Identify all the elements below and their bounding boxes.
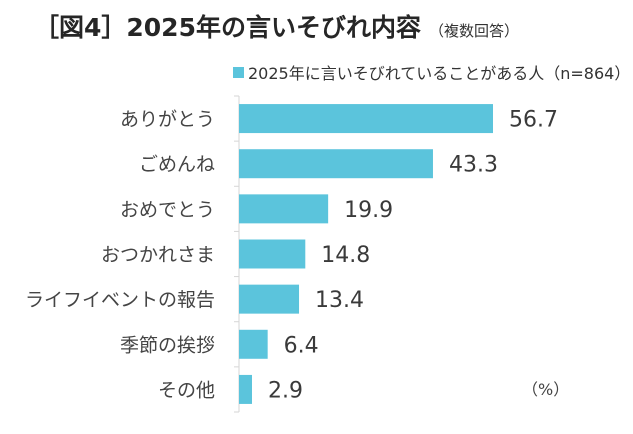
category-label: ありがとう: [120, 109, 215, 131]
legend-swatch: [233, 67, 244, 78]
value-label: 19.9: [344, 198, 393, 223]
value-label: 2.9: [268, 378, 303, 403]
bar: [239, 284, 300, 314]
value-label: 14.8: [321, 243, 370, 268]
category-label: その他: [158, 379, 215, 401]
legend: 2025年に言いそびれていることがある人（n=864）: [233, 60, 630, 84]
value-label: 13.4: [315, 288, 364, 313]
value-label: 56.7: [509, 108, 558, 133]
bar: [239, 239, 306, 269]
value-label: 6.4: [284, 333, 319, 358]
category-label: おめでとう: [120, 199, 215, 221]
chart-subtitle: （複数回答）: [428, 22, 519, 40]
unit-label: （%）: [522, 380, 570, 399]
bar: [239, 104, 493, 134]
bar: [239, 374, 252, 404]
chart-title: ［図4］2025年の言いそびれ内容: [34, 13, 421, 42]
bar: [239, 194, 329, 224]
bar: [239, 149, 433, 179]
value-label: 43.3: [449, 153, 498, 178]
legend-label: 2025年に言いそびれていることがある人（n=864）: [248, 64, 631, 83]
category-label: ごめんね: [139, 154, 215, 176]
chart-title-block: ［図4］2025年の言いそびれ内容 （複数回答）: [34, 8, 519, 44]
category-label: ライフイベントの報告: [25, 289, 215, 311]
category-label: 季節の挨拶: [120, 334, 215, 356]
category-label: おつかれさま: [101, 244, 215, 266]
bar: [239, 329, 268, 359]
